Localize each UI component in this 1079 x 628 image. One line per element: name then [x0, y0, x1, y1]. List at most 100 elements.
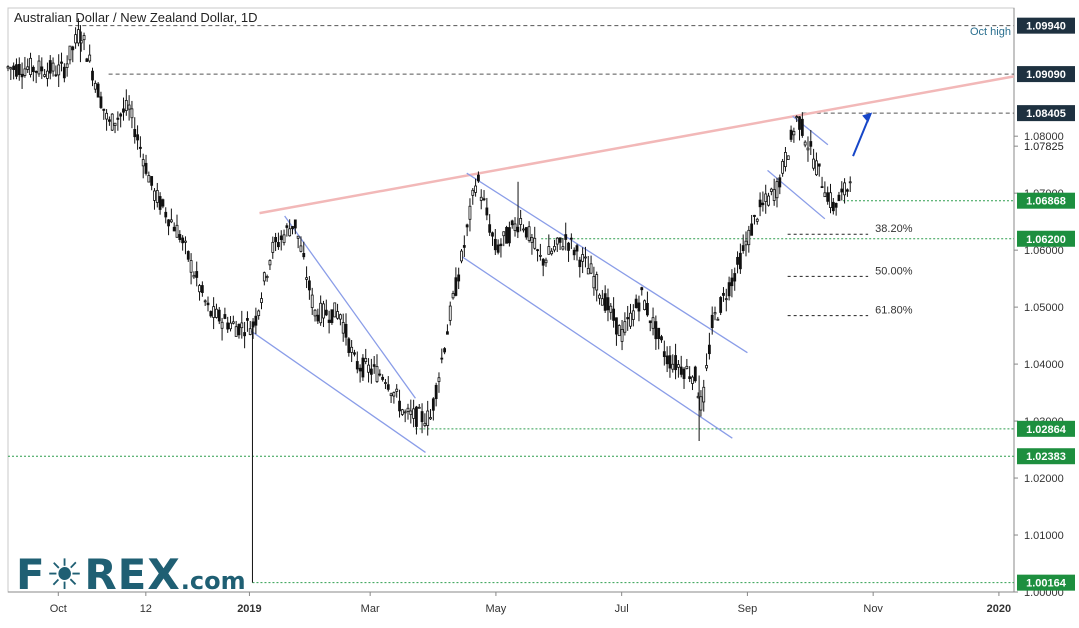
candle-body	[172, 226, 176, 232]
candle-body	[586, 267, 590, 275]
candle-body	[60, 61, 63, 64]
candle-body	[299, 245, 303, 252]
candle	[843, 178, 846, 204]
fib-label: 61.80%	[875, 305, 913, 317]
candle-body	[217, 309, 221, 322]
candle-body	[164, 211, 168, 218]
candle	[310, 287, 314, 315]
candle-body	[277, 242, 280, 248]
candle-body	[271, 241, 275, 253]
candle-body	[226, 322, 230, 330]
candle-body	[493, 238, 497, 251]
candle	[206, 296, 210, 312]
candle-body	[389, 393, 393, 397]
candle	[257, 309, 261, 320]
candle-body	[584, 256, 587, 259]
candle	[307, 276, 311, 300]
candle	[761, 191, 765, 212]
candle	[702, 379, 706, 412]
candle	[136, 125, 139, 150]
candle	[189, 253, 193, 285]
candle-body	[569, 237, 573, 240]
candle	[634, 294, 638, 309]
candle-body	[502, 231, 506, 237]
candle	[522, 224, 525, 233]
candle	[657, 327, 661, 350]
candle-body	[26, 66, 30, 70]
candle	[457, 267, 461, 290]
candle-body	[364, 358, 368, 362]
candle	[429, 409, 432, 420]
candle-body	[313, 309, 317, 317]
channel-line	[792, 115, 829, 146]
candle	[795, 115, 799, 123]
candle-body	[744, 240, 748, 246]
candle-body	[268, 260, 272, 266]
candle-body	[595, 274, 599, 291]
candle-body	[693, 366, 697, 382]
candle	[406, 403, 410, 420]
candle	[600, 289, 604, 306]
candle-body	[471, 189, 475, 196]
candle	[288, 219, 292, 237]
candle-body	[93, 82, 97, 90]
candle	[361, 354, 365, 381]
candle-body	[12, 65, 16, 71]
candle	[840, 181, 844, 201]
arrow-head	[862, 112, 873, 123]
channel-line	[284, 215, 416, 399]
candle-body	[524, 227, 528, 238]
candle	[178, 230, 182, 243]
candle	[122, 97, 125, 121]
candle-body	[358, 367, 362, 372]
candle	[105, 109, 108, 131]
candle-body	[440, 357, 444, 360]
candle	[293, 219, 297, 235]
candle-body	[609, 305, 613, 313]
candle	[769, 187, 773, 196]
candle-body	[462, 245, 466, 248]
candle	[9, 66, 13, 80]
candle-body	[322, 303, 325, 319]
candle	[15, 58, 18, 80]
candle	[784, 146, 787, 172]
candle-body	[448, 305, 452, 321]
candle-body	[350, 346, 354, 353]
candle-body	[85, 58, 89, 62]
candle	[834, 202, 838, 216]
candle	[465, 223, 469, 237]
candle-body	[279, 235, 283, 241]
candle	[738, 243, 742, 274]
candle-body	[175, 224, 179, 238]
candle	[375, 354, 379, 383]
candle-body	[578, 259, 582, 268]
candle-body	[685, 365, 689, 369]
candle	[158, 192, 162, 215]
candle-body	[623, 321, 627, 333]
candle	[685, 358, 689, 370]
candle	[809, 130, 813, 156]
candle-body	[691, 376, 694, 384]
candle-body	[496, 244, 500, 253]
candle-body	[719, 297, 723, 313]
candle	[699, 390, 703, 417]
candle	[781, 158, 785, 177]
candle	[48, 55, 52, 80]
candle	[730, 269, 734, 298]
candle	[477, 171, 480, 183]
candle-body	[319, 302, 323, 324]
candle	[378, 369, 382, 377]
candle	[336, 303, 339, 320]
candle	[113, 122, 117, 134]
candle-body	[522, 228, 525, 231]
candle-body	[555, 237, 559, 245]
channel-line	[249, 329, 426, 453]
candle-body	[336, 311, 339, 319]
candle	[553, 239, 556, 253]
candle	[541, 258, 545, 277]
candle-body	[378, 373, 382, 376]
price-label-box	[1017, 230, 1075, 247]
candle	[823, 181, 827, 198]
candle	[479, 189, 483, 210]
